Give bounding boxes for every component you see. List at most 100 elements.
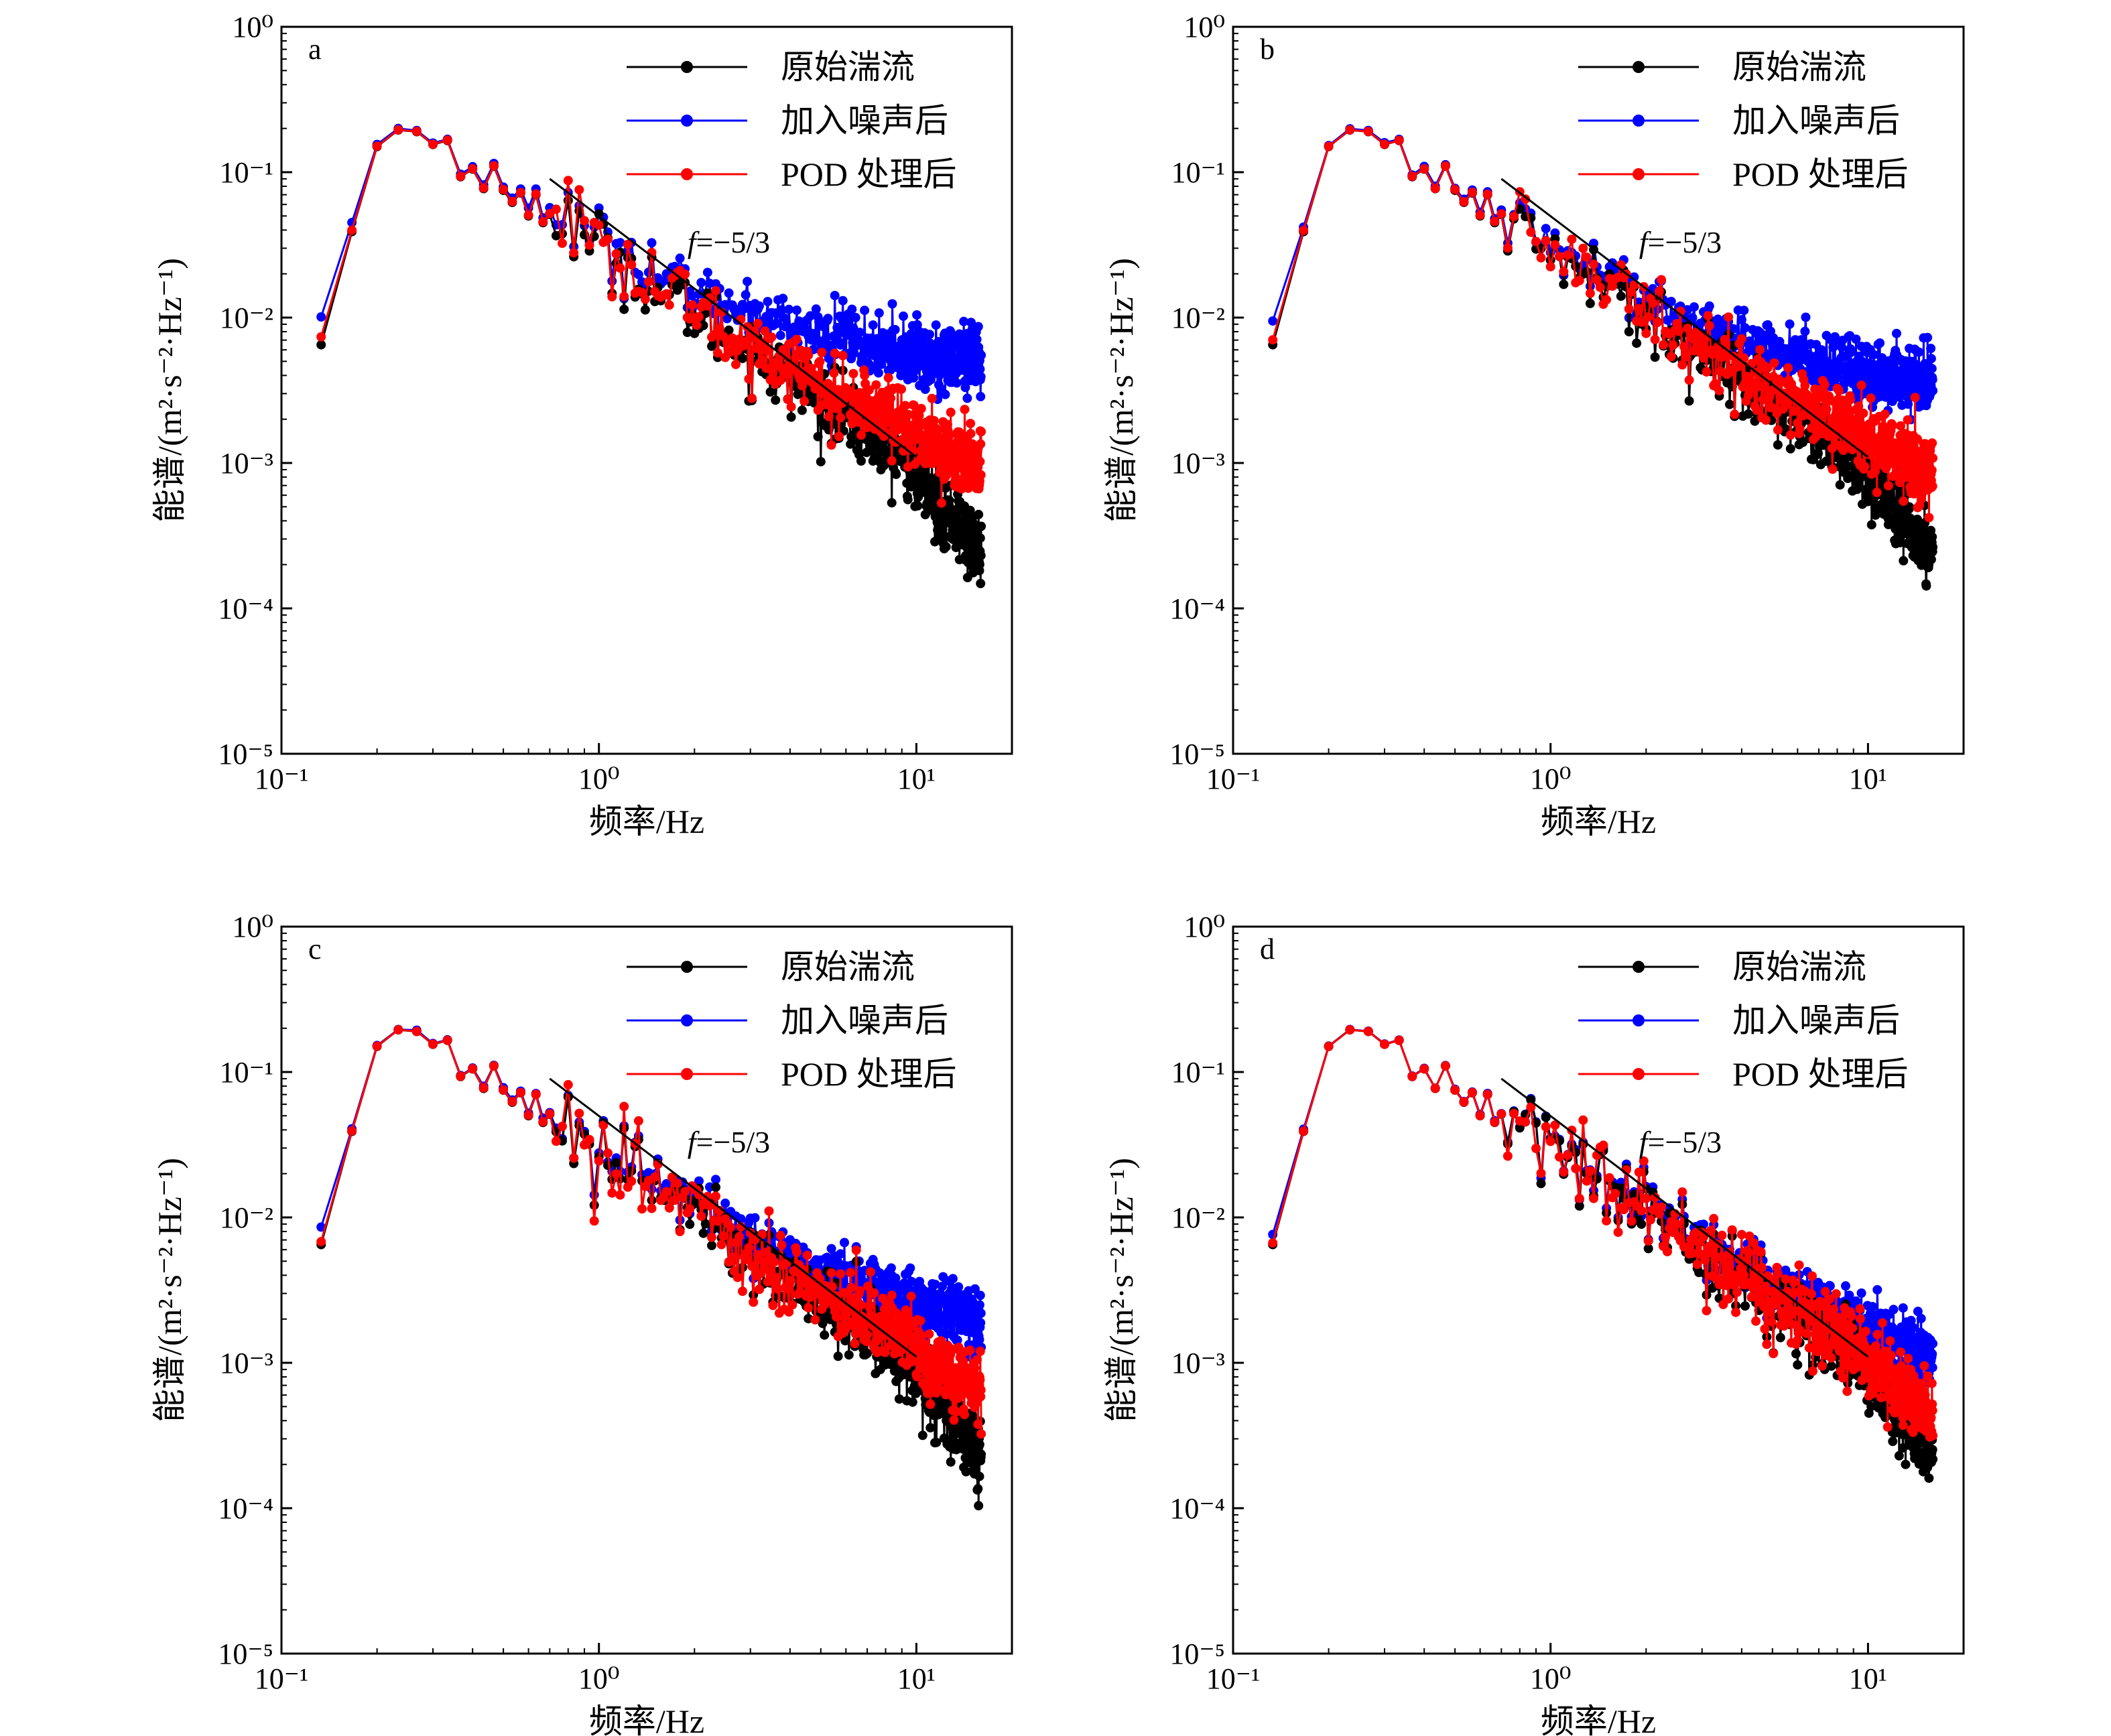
data-point xyxy=(698,320,708,330)
panel-label: b xyxy=(1260,33,1275,66)
data-point xyxy=(563,196,573,206)
slope-label: f=−5/3 xyxy=(688,1125,770,1159)
data-point xyxy=(925,1422,936,1432)
data-point xyxy=(847,304,857,314)
data-point xyxy=(1345,125,1355,135)
data-point xyxy=(755,301,764,311)
data-point xyxy=(936,1336,946,1346)
data-point xyxy=(680,269,690,279)
data-point xyxy=(862,1330,872,1340)
data-point xyxy=(897,384,906,394)
data-point xyxy=(904,409,914,419)
data-point xyxy=(925,330,934,340)
data-point xyxy=(545,1109,555,1119)
data-point xyxy=(960,383,970,393)
data-point xyxy=(1830,332,1840,342)
data-point xyxy=(915,1316,925,1326)
data-point xyxy=(836,413,846,423)
data-point xyxy=(1574,275,1584,285)
data-point xyxy=(711,285,720,295)
data-point xyxy=(698,1228,708,1238)
data-point xyxy=(664,300,674,310)
legend-marker xyxy=(681,61,693,73)
data-point xyxy=(1783,363,1793,373)
data-point xyxy=(936,498,946,508)
legend-label: 原始湍流 xyxy=(1732,48,1866,86)
data-point xyxy=(1856,1288,1866,1298)
data-point xyxy=(1773,440,1783,450)
data-point xyxy=(820,1330,830,1340)
data-point xyxy=(347,225,357,235)
data-point xyxy=(1571,261,1581,271)
data-point xyxy=(1668,340,1678,350)
data-point xyxy=(1641,328,1651,338)
data-point xyxy=(1740,323,1750,333)
data-point xyxy=(827,1282,837,1292)
data-point xyxy=(1704,301,1714,311)
data-point xyxy=(944,433,954,442)
data-point xyxy=(962,393,972,403)
data-point xyxy=(1928,453,1938,463)
data-point xyxy=(1837,342,1847,352)
data-point xyxy=(887,299,897,309)
data-point xyxy=(1496,209,1507,219)
data-point xyxy=(700,1219,710,1229)
data-point xyxy=(702,267,712,277)
data-point xyxy=(936,531,946,541)
data-point xyxy=(551,1136,561,1146)
data-point xyxy=(1531,237,1541,247)
data-point xyxy=(791,305,802,315)
y-tick-label: 10⁰ xyxy=(1184,11,1225,44)
data-point xyxy=(959,316,969,326)
y-axis-label: 能谱/(m²·s⁻²·Hz⁻¹) xyxy=(1102,258,1140,523)
data-point xyxy=(916,403,926,413)
data-point xyxy=(711,1175,720,1185)
data-point xyxy=(1677,360,1687,370)
data-point xyxy=(1526,227,1536,237)
data-point xyxy=(747,1261,757,1271)
data-point xyxy=(810,1315,820,1325)
data-point xyxy=(777,1240,787,1250)
data-point xyxy=(1545,262,1555,272)
data-point xyxy=(1550,240,1560,250)
data-point xyxy=(1924,513,1934,523)
legend-marker xyxy=(1633,168,1645,180)
data-point xyxy=(943,425,953,435)
data-point xyxy=(669,1195,680,1205)
data-point xyxy=(1555,251,1564,261)
data-point xyxy=(696,277,706,287)
data-point xyxy=(1608,281,1618,291)
data-point xyxy=(1892,328,1901,338)
data-point xyxy=(1515,204,1525,214)
data-point xyxy=(716,1240,726,1250)
data-point xyxy=(952,1407,962,1417)
data-point xyxy=(974,1471,984,1481)
data-point xyxy=(764,1206,774,1216)
data-point xyxy=(531,189,541,199)
data-point xyxy=(1869,350,1879,360)
data-point xyxy=(627,260,637,270)
data-point xyxy=(760,326,770,336)
y-tick-label: 10⁻⁴ xyxy=(218,1492,273,1525)
data-point xyxy=(711,1191,720,1201)
data-point xyxy=(826,1244,836,1254)
data-point xyxy=(643,277,653,287)
data-point xyxy=(973,1419,983,1429)
data-point xyxy=(499,184,509,194)
data-point xyxy=(1828,342,1838,352)
data-point xyxy=(781,369,791,379)
data-point xyxy=(1394,135,1404,145)
panel-label: a xyxy=(308,33,322,66)
x-tick-label: 10¹ xyxy=(1849,762,1887,795)
series-POD 处理后 xyxy=(1268,125,1938,523)
data-point xyxy=(1926,354,1936,364)
data-point xyxy=(1896,421,1905,431)
data-point xyxy=(680,1187,690,1197)
data-point xyxy=(976,350,986,360)
data-point xyxy=(1450,184,1460,194)
data-point xyxy=(647,238,657,248)
data-point xyxy=(1704,321,1714,331)
data-point xyxy=(905,1263,915,1273)
data-point xyxy=(1767,402,1777,412)
data-point xyxy=(855,1286,865,1296)
